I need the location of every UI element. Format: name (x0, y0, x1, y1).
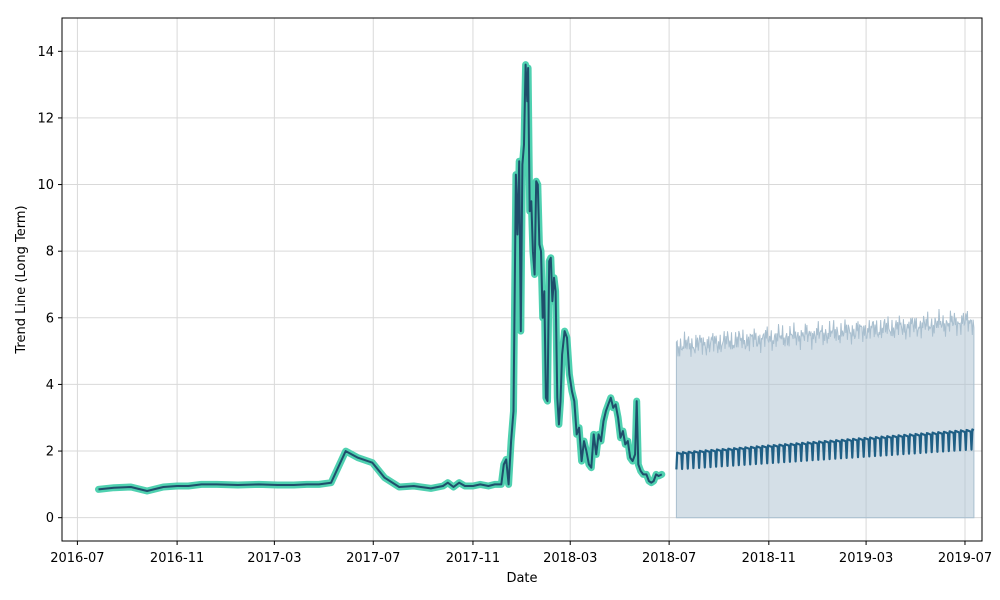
y-tick-label: 0 (46, 511, 54, 526)
y-tick-label: 14 (37, 45, 54, 60)
y-tick-label: 2 (46, 445, 54, 460)
x-tick-label: 2018-11 (742, 551, 796, 566)
plot-frame (61, 17, 983, 542)
y-tick-label: 12 (37, 111, 54, 126)
forecast-series-line (675, 428, 975, 471)
x-tick-label: 2018-07 (642, 551, 696, 566)
x-tick-label: 2016-07 (50, 551, 104, 566)
y-tick-label: 6 (46, 311, 54, 326)
x-tick-label: 2019-07 (938, 551, 992, 566)
y-axis-label: Trend Line (Long Term) (14, 205, 29, 354)
y-tick-label: 10 (37, 178, 54, 193)
x-tick-label: 2018-03 (543, 551, 597, 566)
x-tick-label: 2017-11 (446, 551, 500, 566)
uncertainty-band (675, 308, 975, 519)
y-tick-label: 8 (46, 245, 54, 260)
y-axis-ticks: 0 2 4 6 8 10 12 14 (37, 45, 62, 526)
series-layer (95, 61, 975, 495)
x-axis-ticks: 2016-07 2016-11 2017-03 2017-07 2017-11 2018-… (50, 541, 992, 566)
y-tick-label: 4 (46, 378, 54, 393)
x-tick-label: 2019-03 (839, 551, 893, 566)
x-tick-label: 2017-03 (247, 551, 301, 566)
x-tick-label: 2016-11 (150, 551, 204, 566)
x-axis-label: Date (506, 571, 537, 586)
x-tick-label: 2017-07 (346, 551, 400, 566)
actual-series-line (98, 63, 663, 492)
forecast-uncertainty-band (675, 308, 975, 519)
